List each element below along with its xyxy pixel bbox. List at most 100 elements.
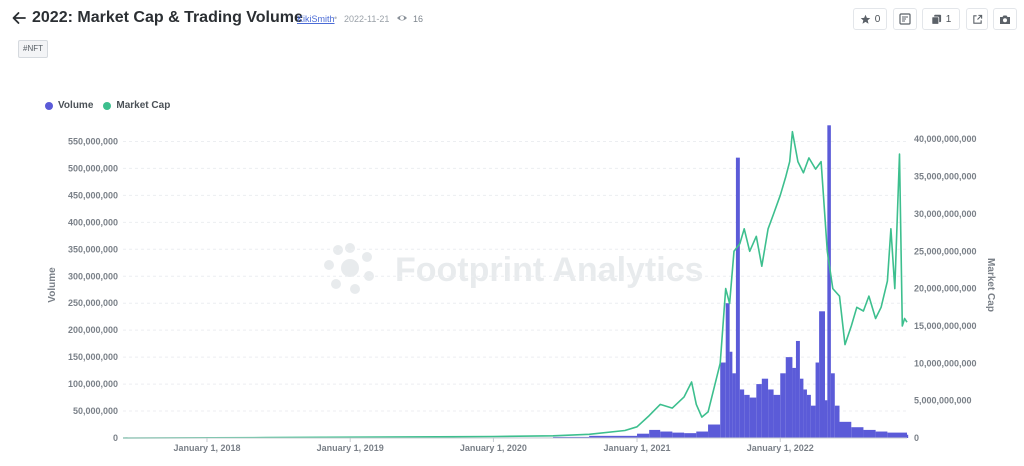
right-tick-label: 5,000,000,000 <box>914 396 972 406</box>
left-tick-label: 400,000,000 <box>68 217 118 227</box>
camera-icon <box>1000 15 1010 24</box>
copy-icon <box>931 14 941 25</box>
view-count: 16 <box>413 14 424 24</box>
chart-legend: Volume Market Cap <box>45 100 170 111</box>
volume-bar <box>725 303 730 438</box>
left-tick-label: 0 <box>113 433 118 443</box>
legend-item-volume[interactable]: Volume <box>45 100 93 111</box>
share-icon <box>972 14 982 24</box>
left-axis-title: Volume <box>47 267 58 303</box>
share-button[interactable] <box>966 8 988 30</box>
volume-bar <box>708 424 721 438</box>
left-tick-label: 150,000,000 <box>68 352 118 362</box>
volume-bar <box>589 435 638 438</box>
volume-bar <box>780 373 786 438</box>
volume-bar <box>696 431 709 438</box>
legend-label-volume: Volume <box>58 100 94 111</box>
x-tick-label: January 1, 2021 <box>604 443 671 453</box>
publish-date: 2022-11-21 <box>344 14 390 24</box>
volume-bar <box>684 433 697 438</box>
page-title: 2022: Market Cap & Trading Volume <box>32 9 303 26</box>
volume-bar <box>761 378 769 438</box>
volume-bar <box>839 421 852 438</box>
volume-bar <box>810 405 816 438</box>
volume-bar <box>732 373 736 438</box>
volume-bar <box>792 367 796 438</box>
volume-bar <box>649 429 661 438</box>
copy-count: 1 <box>945 13 952 25</box>
volume-bar <box>824 400 828 438</box>
right-tick-label: 30,000,000,000 <box>914 209 977 219</box>
left-tick-label: 200,000,000 <box>68 325 118 335</box>
x-tick-label: January 1, 2018 <box>173 443 240 453</box>
edit-icon <box>899 13 911 25</box>
watermark: Footprint Analytics <box>324 243 704 294</box>
x-tick-label: January 1, 2022 <box>747 443 814 453</box>
volume-bar <box>756 384 762 438</box>
left-tick-label: 500,000,000 <box>68 163 118 173</box>
right-tick-label: 20,000,000,000 <box>914 284 977 294</box>
left-tick-label: 100,000,000 <box>68 379 118 389</box>
left-tick-label: 50,000,000 <box>73 406 118 416</box>
legend-label-market-cap: Market Cap <box>116 100 171 111</box>
right-tick-label: 35,000,000,000 <box>914 172 977 182</box>
volume-bar <box>815 362 820 438</box>
volume-bar <box>830 373 835 438</box>
legend-swatch-market-cap <box>103 101 112 110</box>
volume-bar <box>827 125 831 438</box>
left-tick-label: 350,000,000 <box>68 244 118 254</box>
eye-icon <box>397 15 407 21</box>
right-tick-label: 25,000,000,000 <box>914 246 977 256</box>
right-tick-label: 40,000,000,000 <box>914 134 977 144</box>
volume-bar <box>799 378 804 438</box>
right-tick-label: 0 <box>914 433 919 443</box>
volume-series <box>266 125 909 439</box>
meta-separator: • <box>334 13 338 23</box>
volume-bar <box>749 397 757 438</box>
right-axis-title: Market Cap <box>985 258 996 312</box>
volume-bar <box>660 431 673 438</box>
star-count: 0 <box>874 13 881 25</box>
volume-bar <box>806 394 811 438</box>
star-button[interactable]: 0 <box>853 8 887 30</box>
star-icon <box>860 14 870 24</box>
footprint-logo-icon <box>324 243 374 294</box>
volume-bar <box>739 389 745 438</box>
left-tick-label: 300,000,000 <box>68 271 118 281</box>
page-header: 2022: Market Cap & Trading Volume KikiSm… <box>0 0 1024 40</box>
screenshot-button[interactable] <box>993 8 1017 30</box>
x-tick-label: January 1, 2019 <box>317 443 384 453</box>
volume-bar <box>720 362 726 438</box>
right-tick-label: 10,000,000,000 <box>914 358 977 368</box>
left-axis-ticks: 0 50,000,000 100,000,000 150,000,000 200,000… <box>68 136 118 443</box>
edit-button[interactable] <box>893 8 917 30</box>
left-tick-label: 450,000,000 <box>68 190 118 200</box>
right-tick-label: 15,000,000,000 <box>914 321 977 331</box>
tag-nft[interactable]: #NFT <box>18 40 48 58</box>
left-tick-label: 550,000,000 <box>68 136 118 146</box>
volume-bar <box>729 351 733 438</box>
author-link[interactable]: KikiSmith <box>297 14 335 24</box>
volume-bar <box>744 394 750 438</box>
copy-button[interactable]: 1 <box>922 8 960 30</box>
volume-bar <box>637 433 650 438</box>
x-tick-label: January 1, 2020 <box>460 443 527 453</box>
market-cap-series <box>122 130 908 439</box>
market-cap-line <box>122 130 908 439</box>
volume-bar <box>819 311 825 438</box>
left-tick-label: 250,000,000 <box>68 298 118 308</box>
volume-bar <box>785 357 793 438</box>
volume-bar <box>803 389 807 438</box>
volume-bar <box>851 427 864 438</box>
legend-item-market-cap[interactable]: Market Cap <box>103 100 170 111</box>
volume-bar <box>907 434 909 438</box>
watermark-text: Footprint Analytics <box>395 251 704 289</box>
volume-bar <box>875 431 888 438</box>
volume-bar <box>773 394 781 438</box>
volume-bar <box>768 389 774 438</box>
right-axis-ticks: 0 5,000,000,000 10,000,000,000 15,000,000,0… <box>914 134 977 443</box>
arrow-left-icon[interactable] <box>10 9 28 27</box>
volume-bar <box>863 429 876 438</box>
legend-swatch-volume <box>45 101 53 110</box>
volume-bar <box>553 436 590 438</box>
